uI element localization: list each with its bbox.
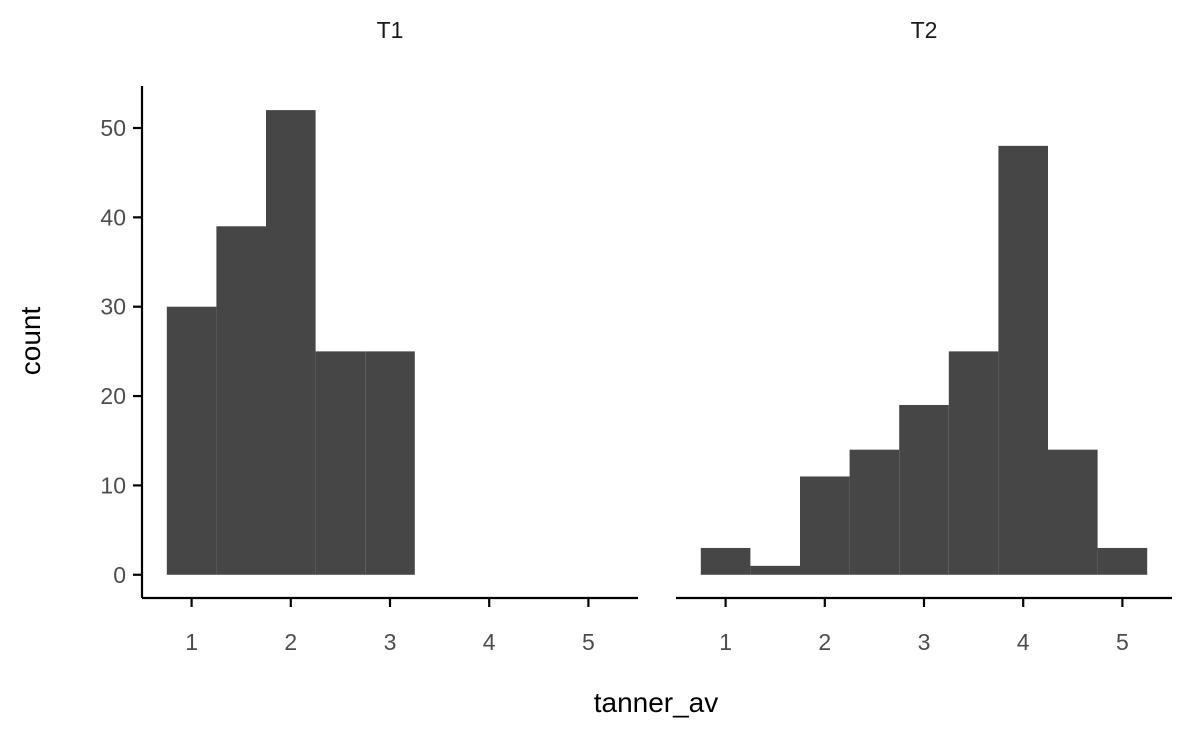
histogram-bar [700,547,751,575]
x-axis-title: tanner_av [594,687,719,718]
histogram-bar [1048,449,1098,575]
histogram-bar [849,449,900,575]
y-tick-label: 30 [100,294,126,320]
histogram-bar [899,404,949,575]
y-axis: 0 10 20 30 40 50 [100,86,144,598]
facet-panels: T1 1 2 3 4 5 T2 1 2 3 4 5 [142,17,1172,655]
y-axis-title: count [15,307,46,376]
y-tick-label: 40 [100,204,126,230]
x-tick-label: 3 [384,629,397,655]
y-tick-label: 0 [113,562,126,588]
x-tick-label: 5 [582,629,595,655]
x-tick-label: 3 [918,629,931,655]
x-tick-label: 5 [1116,629,1129,655]
histogram-bar [166,306,217,575]
histogram-bar [1097,547,1148,575]
histogram-bar [750,565,800,575]
histogram-bar [266,110,316,575]
x-tick-label: 4 [483,629,496,655]
panel-title: T1 [377,17,404,43]
histogram-bar [365,351,415,575]
x-tick-label: 2 [284,629,297,655]
panel-t2: T2 1 2 3 4 5 [676,17,1172,655]
histogram-bar [315,351,366,575]
histogram-bar [216,226,266,575]
histogram-bar [948,351,999,575]
y-tick-label: 50 [100,115,126,141]
x-tick-label: 4 [1017,629,1030,655]
y-tick-label: 20 [100,383,126,409]
histogram-bar [800,476,850,575]
panel-title: T2 [911,17,938,43]
y-tick-label: 10 [100,472,126,498]
histogram-bar [998,145,1048,575]
panel-t1: T1 1 2 3 4 5 [142,17,638,655]
x-tick-label: 1 [185,629,198,655]
x-tick-label: 2 [818,629,831,655]
x-tick-label: 1 [719,629,732,655]
